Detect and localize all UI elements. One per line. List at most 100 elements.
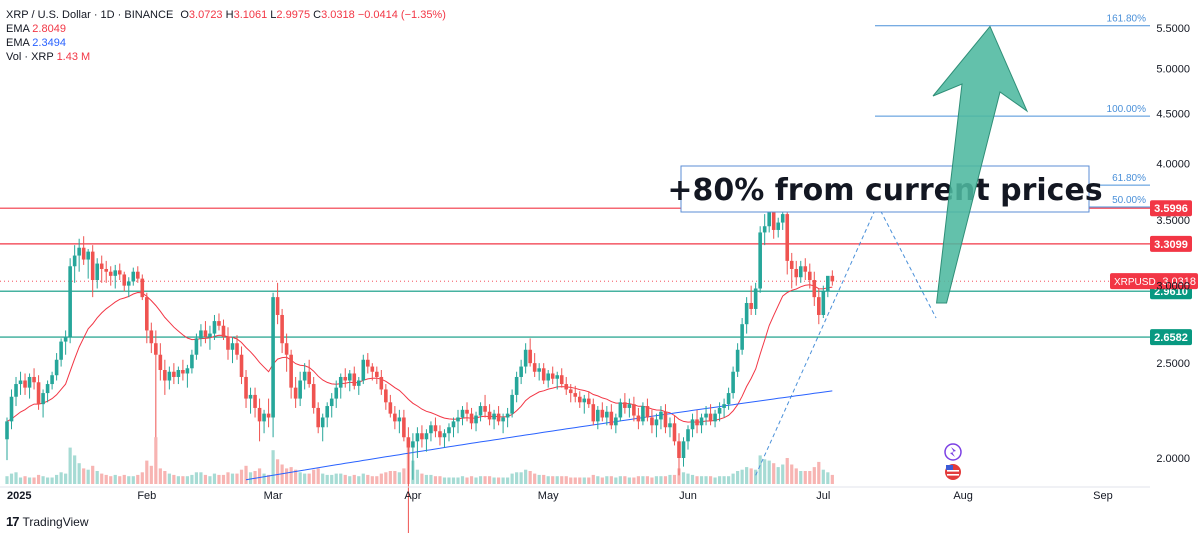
candle-body [546,373,550,381]
volume-bar [104,474,108,484]
chart-icons [944,443,962,480]
volume-bar [199,472,203,484]
close-label: C [313,9,322,21]
volume-bar [276,459,280,484]
ema-slow-line [245,390,833,481]
open-label: O [180,9,189,21]
flash-icon[interactable] [944,443,962,461]
volume-bar [235,473,239,484]
candle-body [86,251,90,260]
candle-body [623,402,627,408]
candle-body [212,321,217,334]
volume-bar [185,476,189,484]
volume-bar [578,477,582,484]
volume-bar [379,473,383,484]
current-price-symbol: XRPUSD [1114,277,1156,288]
volume-bar [118,476,122,484]
ema-slow-row[interactable]: EMA 2.3494 [6,36,446,50]
candle-body [465,409,469,414]
candle-body [275,297,280,315]
tradingview-logo[interactable]: 17 TradingView [6,514,89,529]
candle-body [568,389,573,394]
candle-body [605,411,609,418]
volume-bar [208,476,212,484]
volume-bar [339,473,343,484]
candle-body [113,270,118,276]
annotation-box[interactable] [680,165,1090,213]
candle-body [68,266,72,337]
volume-bar [424,474,429,484]
volume-bar [564,476,568,484]
candle-body [717,407,722,414]
us-flag-icon[interactable] [945,464,961,480]
volume-bar [555,476,559,484]
candle-body [681,441,686,458]
y-tick-label: 4.5000 [1156,108,1190,120]
volume-bar [677,468,681,484]
volume-bar [591,474,595,484]
candle-body [379,376,384,390]
volume-bar [271,450,275,484]
volume-bar [415,469,420,484]
fib-label: 61.80% [1112,173,1146,184]
candle-body [347,373,352,381]
chart-legend: XRP / U.S. Dollar · 1D · BINANCE O3.0723… [6,8,446,64]
candle-body [645,406,650,418]
candle-body [72,255,77,267]
candle-body [81,247,86,260]
volume-bar [727,476,731,484]
candle-body [253,394,257,408]
volume-bar [636,476,640,484]
candle-body [167,371,172,381]
volume-bar [519,472,523,484]
candle-body [77,247,81,256]
candle-body [343,376,348,381]
volume-row[interactable]: Vol · XRP 1.43 M [6,50,446,64]
candle-body [767,208,771,227]
ema-fast-row[interactable]: EMA 2.8049 [6,22,446,36]
candle-body [90,251,95,281]
volume-bar [136,474,140,484]
candle-body [361,359,366,381]
volume-bar [91,465,95,484]
candle-body [780,214,785,223]
candle-body [451,421,456,428]
arrow-shape [932,25,1029,304]
upward-arrow-drawing[interactable] [932,25,1029,304]
candle-body [713,413,717,422]
volume-bar [542,474,546,484]
candle-body [23,380,27,388]
volume-bar [433,476,438,484]
volume-bar [830,474,834,484]
volume-bar [496,477,501,484]
candle-body [704,413,708,418]
volume-bar [190,474,194,484]
y-tick-label: 5.5000 [1156,23,1190,35]
volume-bar [704,476,708,484]
candle-body [600,409,605,418]
candle-body [63,336,68,342]
candle-body [149,330,154,344]
candle-body [614,417,618,426]
candle-body [690,419,695,430]
volume-bar [230,473,235,484]
volume-bars [5,437,834,484]
candle-body [686,429,690,442]
x-tick-label: Sep [1093,490,1113,502]
candle-body [230,343,235,350]
symbol-title[interactable]: XRP / U.S. Dollar · 1D · BINANCE [6,9,174,21]
candle-body [762,226,767,233]
volume-bar [212,473,217,484]
candle-body [158,354,163,371]
candle-body [708,413,713,422]
volume-bar [45,477,50,484]
x-tick-label: Aug [953,490,973,502]
volume-bar [253,471,257,484]
volume-bar [131,476,135,484]
candle-body [208,333,212,337]
candle-body [384,389,388,403]
candle-body [460,409,465,418]
volume-bar [343,474,347,484]
volume-bar [803,471,807,484]
